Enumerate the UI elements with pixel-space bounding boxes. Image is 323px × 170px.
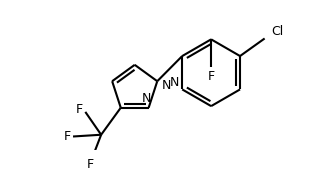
Text: N: N xyxy=(142,92,151,105)
Text: F: F xyxy=(63,130,70,143)
Text: F: F xyxy=(76,103,83,116)
Text: N: N xyxy=(162,79,171,92)
Text: N: N xyxy=(170,76,179,89)
Text: Cl: Cl xyxy=(271,25,283,38)
Text: F: F xyxy=(87,158,94,170)
Text: F: F xyxy=(208,70,215,83)
